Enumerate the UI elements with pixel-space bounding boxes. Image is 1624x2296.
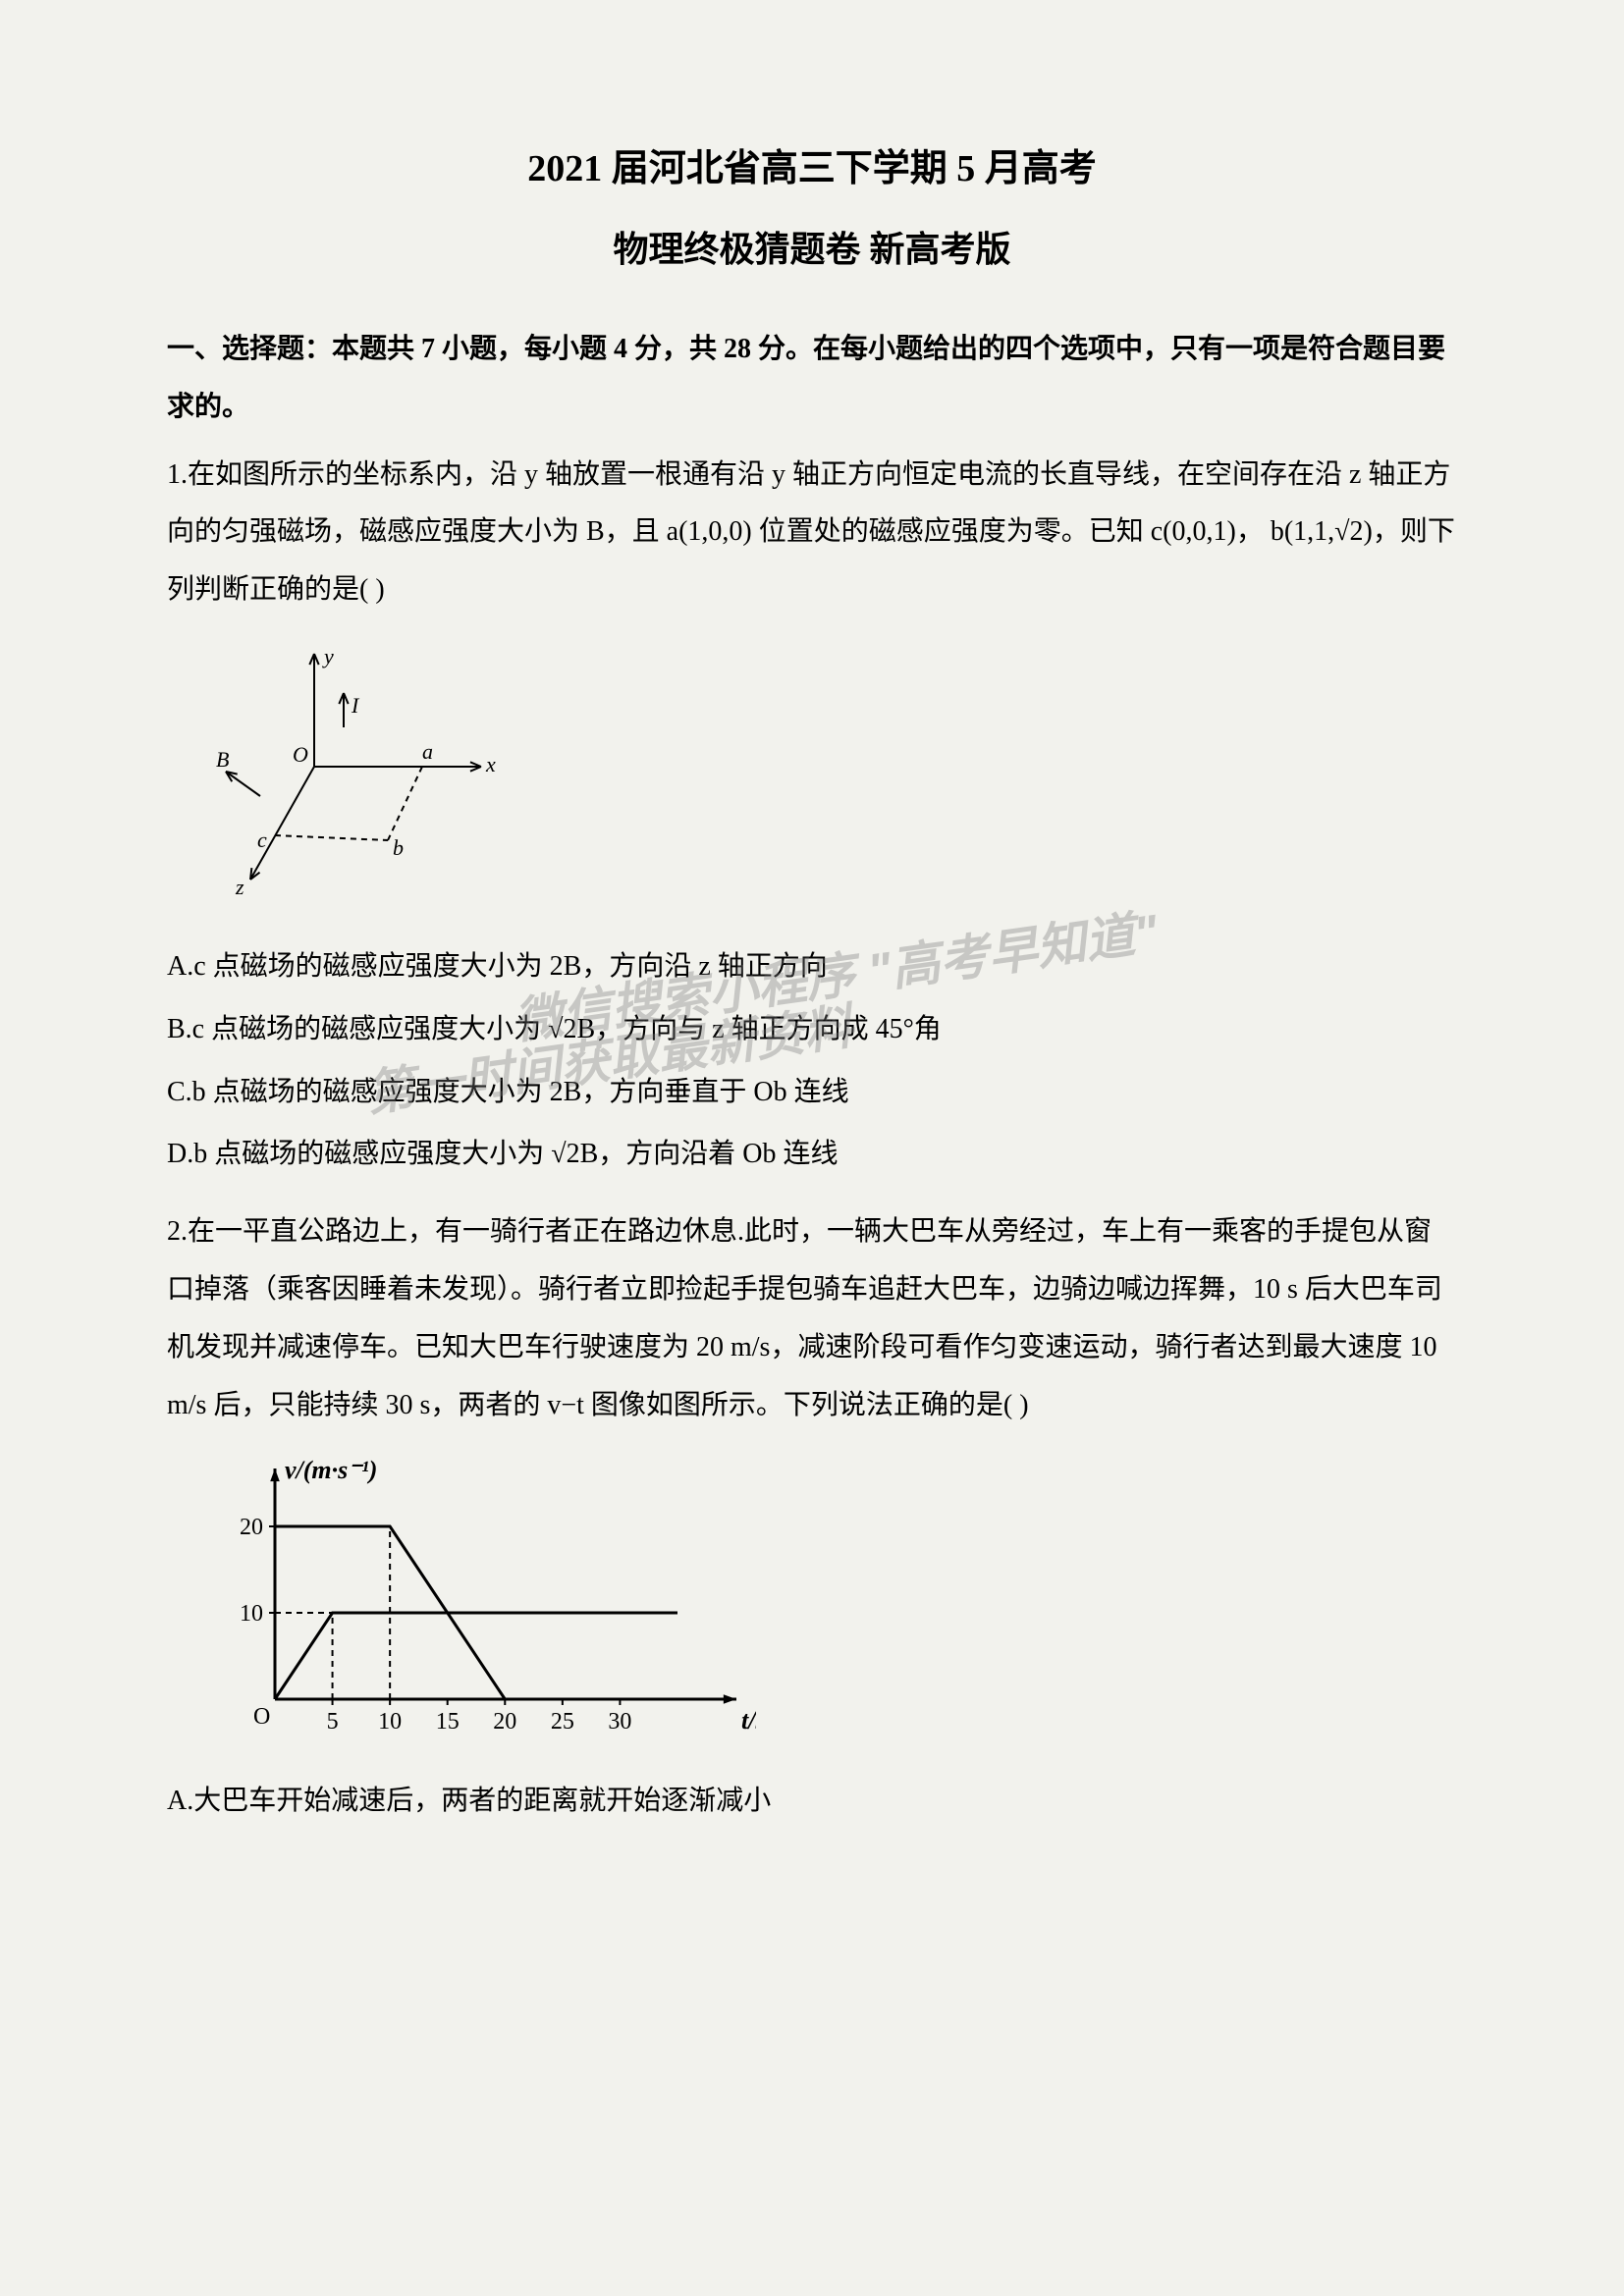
q1-text: 1.在如图所示的坐标系内，沿 y 轴放置一根通有沿 y 轴正方向恒定电流的长直导… bbox=[167, 447, 1457, 619]
svg-text:x: x bbox=[485, 752, 496, 776]
svg-text:20: 20 bbox=[493, 1709, 516, 1735]
svg-text:a: a bbox=[422, 739, 433, 764]
svg-text:30: 30 bbox=[608, 1709, 631, 1735]
svg-text:v/(m·s⁻¹): v/(m·s⁻¹) bbox=[285, 1456, 377, 1484]
svg-text:t/s: t/s bbox=[741, 1706, 756, 1735]
svg-text:25: 25 bbox=[551, 1709, 574, 1735]
svg-text:5: 5 bbox=[327, 1709, 339, 1735]
svg-text:10: 10 bbox=[240, 1601, 263, 1627]
svg-text:z: z bbox=[235, 875, 244, 899]
q2-optionA: A.大巴车开始减速后，两者的距离就开始逐渐减小 bbox=[167, 1773, 1457, 1831]
title-main: 2021 届河北省高三下学期 5 月高考 bbox=[167, 137, 1457, 191]
q1-diagram: y x z O Ia c b B bbox=[206, 639, 1457, 919]
svg-text:15: 15 bbox=[436, 1709, 460, 1735]
svg-text:c: c bbox=[257, 828, 267, 852]
q1-optionC: C.b 点磁场的磁感应强度大小为 2B，方向垂直于 Ob 连线 bbox=[167, 1064, 1457, 1122]
svg-text:I: I bbox=[351, 693, 360, 718]
title-sub: 物理终极猜题卷 新高考版 bbox=[167, 221, 1457, 272]
q1-optionD: D.b 点磁场的磁感应强度大小为 √2B，方向沿着 Ob 连线 bbox=[167, 1126, 1457, 1184]
q2-text: 2.在一平直公路边上，有一骑行者正在路边休息.此时，一辆大巴车从旁经过，车上有一… bbox=[167, 1203, 1457, 1434]
q1-optionB: B.c 点磁场的磁感应强度大小为 √2B，方向与 z 轴正方向成 45°角 bbox=[167, 1001, 1457, 1059]
svg-text:B: B bbox=[216, 747, 229, 772]
q1-optionA: A.c 点磁场的磁感应强度大小为 2B，方向沿 z 轴正方向 bbox=[167, 938, 1457, 996]
svg-text:O: O bbox=[293, 742, 308, 767]
svg-text:O: O bbox=[253, 1704, 270, 1730]
svg-text:10: 10 bbox=[378, 1709, 402, 1735]
svg-text:b: b bbox=[393, 835, 404, 860]
section-header: 一、选择题：本题共 7 小题，每小题 4 分，共 28 分。在每小题给出的四个选… bbox=[167, 321, 1457, 437]
svg-text:y: y bbox=[322, 644, 334, 668]
svg-text:20: 20 bbox=[240, 1515, 263, 1540]
q2-chart: v/(m·s⁻¹) t/s O 5 10 15 20 25 30 10 20 bbox=[206, 1454, 1457, 1753]
